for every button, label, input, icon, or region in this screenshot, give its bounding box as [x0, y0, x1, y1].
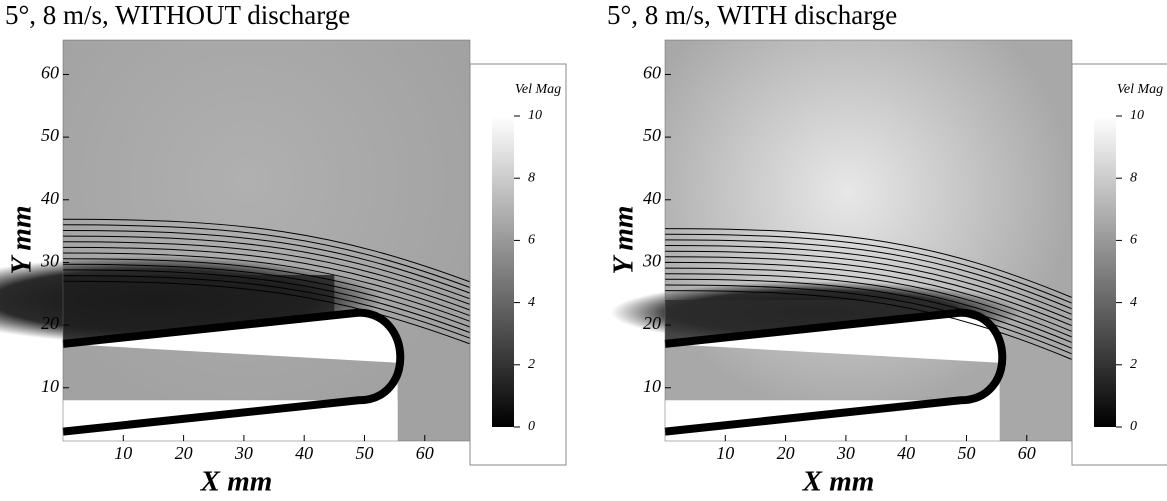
streamline — [664, 256, 1073, 327]
streamline — [62, 258, 471, 322]
y-tick-label: 30 — [40, 251, 59, 271]
x-axis-label: X mm — [200, 466, 273, 498]
colorbar-tick-label: 4 — [528, 295, 535, 310]
streamline — [62, 275, 471, 339]
colorbar-frame — [469, 63, 567, 466]
y-axis-label: Y mm — [6, 205, 38, 274]
y-axis-label: Y mm — [608, 205, 640, 274]
colorbar-tick-label: 2 — [1130, 357, 1137, 372]
x-tick-label: 60 — [416, 443, 434, 463]
x-tick-label: 30 — [836, 443, 855, 463]
y-tick-label: 10 — [643, 376, 661, 396]
y-tick-label: 60 — [41, 63, 59, 83]
streamline — [62, 224, 471, 288]
streamline — [664, 250, 1073, 321]
streamline — [664, 278, 1073, 349]
x-tick-label: 50 — [957, 443, 975, 463]
streamline — [62, 235, 471, 300]
x-tick-label: 20 — [175, 443, 193, 463]
chart-title: 5°, 8 m/s, WITHOUT discharge — [5, 0, 350, 30]
y-tick-label: 50 — [41, 125, 59, 145]
colorbar-tick-label: 4 — [1130, 295, 1137, 310]
colorbar — [1094, 116, 1116, 427]
y-tick-label: 40 — [41, 188, 59, 208]
streamline — [62, 246, 471, 311]
x-tick-label: 50 — [355, 443, 373, 463]
streamline — [62, 241, 471, 305]
y-tick-label: 20 — [41, 313, 59, 333]
x-tick-label: 10 — [716, 443, 734, 463]
streamline — [62, 252, 471, 317]
y-tick-label: 30 — [642, 251, 661, 271]
y-tick-label: 10 — [41, 376, 59, 396]
streamline — [62, 230, 471, 294]
x-tick-label: 30 — [234, 443, 253, 463]
colorbar — [492, 116, 514, 427]
x-tick-label: 40 — [295, 443, 313, 463]
streamline — [62, 218, 471, 283]
body-outline — [665, 312, 1003, 441]
y-tick-label: 50 — [643, 125, 661, 145]
streamline — [664, 245, 1073, 315]
streamline — [62, 269, 471, 334]
x-tick-label: 60 — [1018, 443, 1036, 463]
colorbar-tick-label: 8 — [1130, 170, 1137, 185]
x-tick-label: 20 — [777, 443, 795, 463]
chart-title: 5°, 8 m/s, WITH discharge — [607, 0, 897, 30]
body-edge — [62, 308, 405, 436]
streamline — [664, 228, 1073, 298]
colorbar-tick-label: 6 — [528, 233, 535, 248]
streamline — [664, 261, 1073, 332]
colorbar-tick-label: 6 — [1130, 233, 1137, 248]
y-tick-label: 60 — [643, 63, 661, 83]
colorbar-label: Vel Mag — [1117, 82, 1163, 97]
body-outline — [63, 312, 401, 441]
streamline — [62, 263, 471, 328]
streamline — [664, 239, 1073, 310]
y-tick-label: 20 — [643, 313, 661, 333]
streamline — [664, 267, 1073, 338]
colorbar-tick-label: 10 — [528, 108, 542, 123]
colorbar-tick-label: 0 — [528, 419, 535, 434]
x-tick-label: 40 — [897, 443, 915, 463]
colorbar-label: Vel Mag — [515, 82, 561, 97]
y-tick-label: 40 — [643, 188, 661, 208]
streamline — [664, 273, 1073, 344]
streamline — [62, 280, 471, 345]
colorbar-tick-label: 8 — [528, 170, 535, 185]
streamline — [664, 284, 1073, 355]
streamline — [664, 290, 1073, 360]
colorbar-tick-label: 0 — [1130, 419, 1137, 434]
colorbar-tick-label: 10 — [1130, 108, 1144, 123]
streamline — [664, 233, 1073, 304]
x-axis-label: X mm — [802, 466, 875, 498]
body-edge — [664, 308, 1007, 436]
colorbar-tick-label: 2 — [528, 357, 535, 372]
colorbar-frame — [1071, 63, 1167, 466]
x-tick-label: 10 — [114, 443, 132, 463]
